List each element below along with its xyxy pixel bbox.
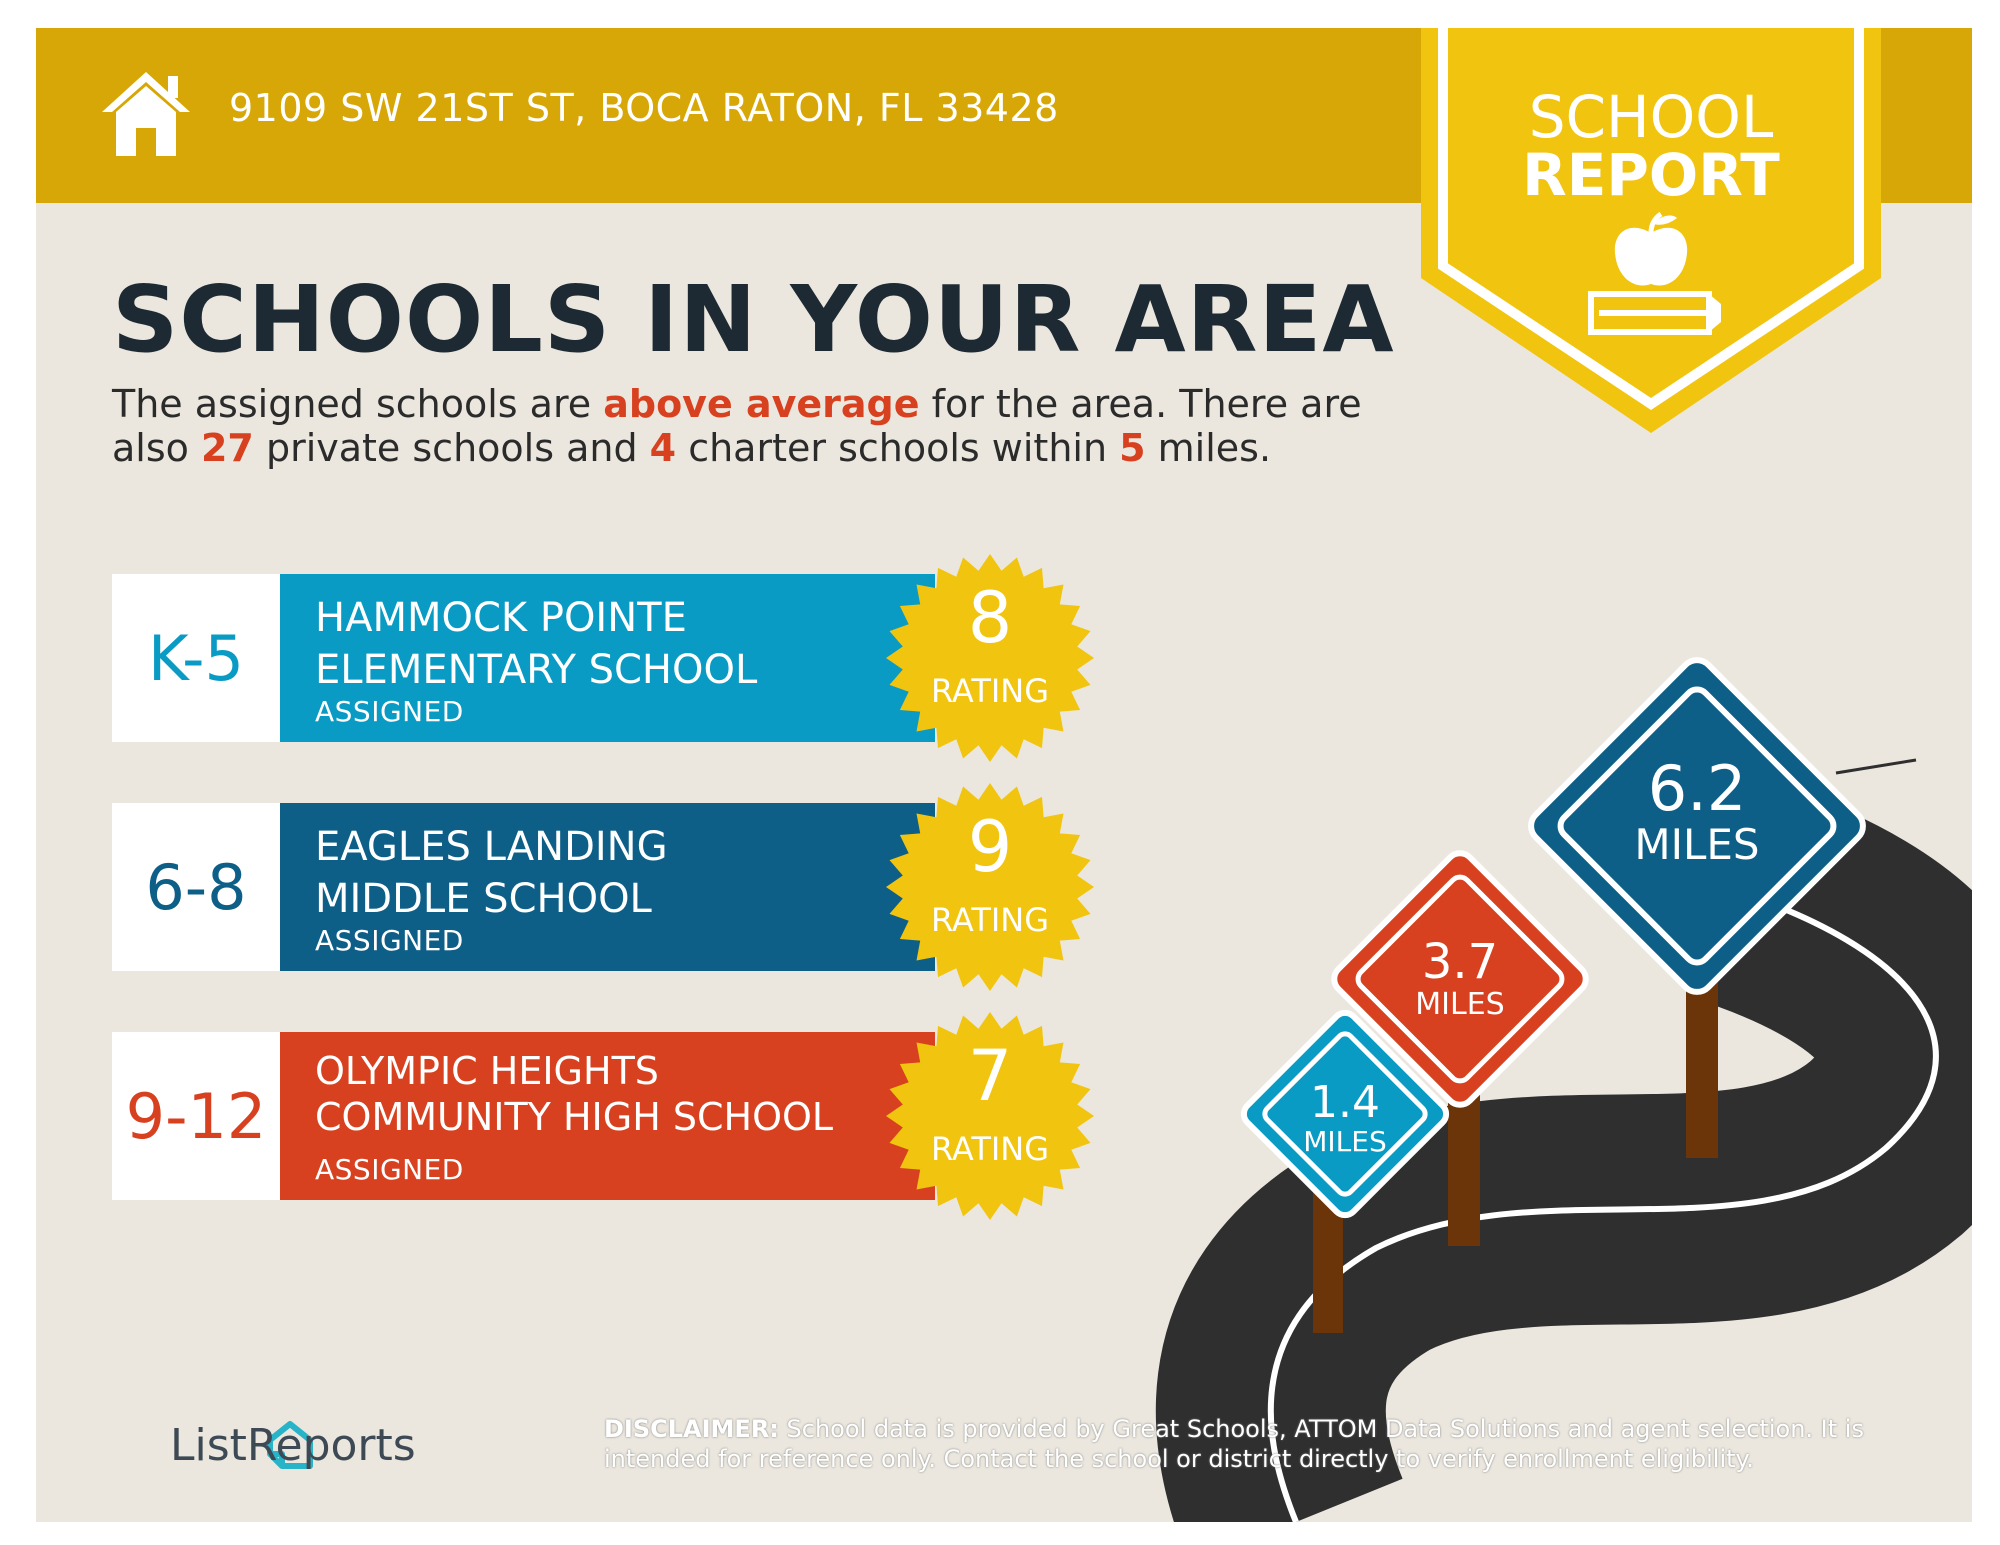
sign-distance: 1.4 xyxy=(1310,1077,1380,1128)
summary-part: charter schools within xyxy=(676,426,1120,470)
report-card: 9109 SW 21ST ST, BOCA RATON, FL 33428 SC… xyxy=(36,28,1972,1522)
distance-sign-2 xyxy=(1331,850,1589,1108)
disclaimer: DISCLAIMER: School data is provided by G… xyxy=(604,1414,1944,1474)
grade-range: K-5 xyxy=(112,574,280,742)
house-icon xyxy=(102,72,190,156)
page-title: SCHOOLS IN YOUR AREA xyxy=(112,266,1395,373)
apple-on-book-icon xyxy=(1588,211,1721,335)
sign-label-2: 3.7 MILES xyxy=(1370,936,1550,1022)
brand-name: ListReports xyxy=(170,1420,416,1471)
school-report-badge xyxy=(1421,28,1881,433)
sign-unit: MILES xyxy=(1303,1125,1387,1158)
summary-part: private schools and xyxy=(253,426,650,470)
school-name: HAMMOCK POINTE ELEMENTARY SCHOOL xyxy=(315,592,915,696)
sign-unit: MILES xyxy=(1415,987,1505,1022)
summary-part: The assigned schools are xyxy=(112,382,604,426)
rating-seal-icon xyxy=(886,783,1094,991)
badge-title: SCHOOL REPORT xyxy=(1421,88,1881,204)
school-name-line-1: HAMMOCK POINTE xyxy=(315,595,687,641)
road-illustration xyxy=(1155,758,1972,1522)
private-school-count: 27 xyxy=(200,426,254,470)
rating-seal-icon xyxy=(886,554,1094,762)
assignment-status: ASSIGNED xyxy=(315,924,464,957)
distance-sign-3 xyxy=(1528,657,1866,995)
sign-label-3: 6.2 MILES xyxy=(1597,756,1797,868)
summary-text: The assigned schools are above average f… xyxy=(112,382,1412,470)
property-address: 9109 SW 21ST ST, BOCA RATON, FL 33428 xyxy=(229,86,1059,130)
rating-seal-icon xyxy=(886,1012,1094,1220)
rating-value: 7 xyxy=(967,1035,1013,1117)
rating-value: 9 xyxy=(967,806,1013,888)
school-name-line-1: OLYMPIC HEIGHTS xyxy=(315,1049,659,1093)
rating-value: 8 xyxy=(967,577,1013,659)
rating-label: RATING xyxy=(930,672,1050,710)
school-name: OLYMPIC HEIGHTS COMMUNITY HIGH SCHOOL xyxy=(315,1048,915,1140)
grade-range: 6-8 xyxy=(112,803,280,971)
school-row-elementary: K-5 HAMMOCK POINTE ELEMENTARY SCHOOL ASS… xyxy=(112,554,1132,762)
school-name-line-2: COMMUNITY HIGH SCHOOL xyxy=(315,1095,834,1139)
charter-school-count: 4 xyxy=(649,426,677,470)
radius-miles: 5 xyxy=(1119,426,1146,470)
listreports-logo-icon xyxy=(267,1421,313,1469)
distance-sign-1 xyxy=(1240,1009,1450,1219)
sign-distance: 3.7 xyxy=(1421,934,1499,990)
grade-range: 9-12 xyxy=(112,1032,280,1200)
assignment-status: ASSIGNED xyxy=(315,695,464,728)
school-name-line-1: EAGLES LANDING xyxy=(315,824,668,870)
disclaimer-label: DISCLAIMER: xyxy=(604,1415,779,1443)
assignment-status: ASSIGNED xyxy=(315,1153,464,1186)
rating-label: RATING xyxy=(930,1130,1050,1168)
badge-line-1: SCHOOL xyxy=(1528,83,1774,151)
school-bar: EAGLES LANDING MIDDLE SCHOOL ASSIGNED xyxy=(280,803,935,971)
school-name-line-2: MIDDLE SCHOOL xyxy=(315,876,652,922)
road-scene xyxy=(1155,657,1972,1522)
summary-part: for the area. There are also xyxy=(112,382,1362,470)
school-bar: OLYMPIC HEIGHTS COMMUNITY HIGH SCHOOL AS… xyxy=(280,1032,935,1200)
school-name-line-2: ELEMENTARY SCHOOL xyxy=(315,647,758,693)
sign-label-1: 1.4 MILES xyxy=(1265,1080,1425,1158)
summary-part: miles. xyxy=(1145,426,1272,470)
sign-unit: MILES xyxy=(1634,820,1760,869)
sign-distance: 6.2 xyxy=(1647,752,1747,825)
school-bar: HAMMOCK POINTE ELEMENTARY SCHOOL ASSIGNE… xyxy=(280,574,935,742)
summary-highlight: above average xyxy=(603,382,920,426)
school-row-high: 9-12 OLYMPIC HEIGHTS COMMUNITY HIGH SCHO… xyxy=(112,1012,1132,1220)
school-row-middle: 6-8 EAGLES LANDING MIDDLE SCHOOL ASSIGNE… xyxy=(112,783,1132,991)
rating-label: RATING xyxy=(930,901,1050,939)
school-name: EAGLES LANDING MIDDLE SCHOOL xyxy=(315,821,915,925)
badge-line-2: REPORT xyxy=(1522,141,1780,209)
disclaimer-text: School data is provided by Great Schools… xyxy=(604,1415,1864,1473)
